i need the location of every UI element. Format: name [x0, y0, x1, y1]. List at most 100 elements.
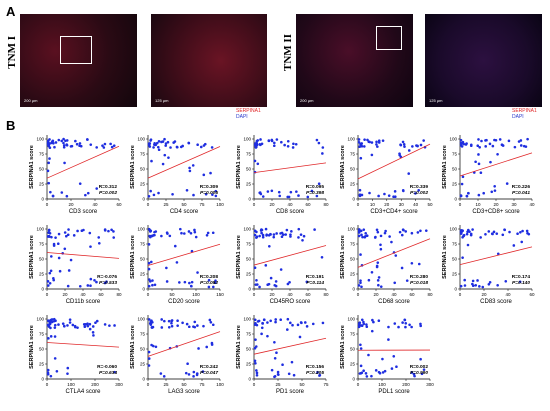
y-tick-label: 100: [137, 227, 145, 232]
data-point: [57, 256, 61, 260]
regression-line: [253, 162, 327, 174]
data-point: [311, 322, 315, 326]
data-point: [255, 371, 259, 375]
y-tick-label: 75: [452, 152, 458, 157]
data-point: [394, 195, 397, 199]
micrograph-tnm1-overview: 200 μm: [20, 14, 137, 107]
x-tick-label: 0: [253, 292, 256, 297]
data-point: [171, 192, 174, 196]
data-point: [375, 228, 379, 232]
data-point: [202, 324, 205, 328]
data-point: [160, 234, 163, 238]
x-tick-label: 40: [287, 292, 293, 297]
y-tick-label: 75: [246, 152, 252, 157]
data-point: [496, 152, 499, 156]
data-point: [414, 192, 417, 195]
data-point: [205, 345, 209, 349]
x-tick-label: 50: [181, 202, 187, 207]
x-tick-label: 30: [511, 202, 517, 207]
data-point: [163, 153, 167, 157]
x-tick-label: 20: [384, 202, 390, 207]
data-point: [375, 140, 378, 144]
data-point: [48, 231, 52, 235]
data-point: [362, 322, 366, 326]
data-point: [402, 143, 406, 146]
data-point: [463, 278, 466, 282]
data-point: [286, 328, 289, 331]
data-point: [183, 232, 186, 235]
data-point: [196, 271, 199, 274]
data-point: [320, 256, 324, 259]
y-tick-label: 75: [246, 242, 252, 247]
data-point: [363, 138, 366, 141]
y-tick-label: 0: [41, 377, 44, 382]
data-point: [196, 324, 199, 327]
data-point: [283, 143, 286, 147]
data-point: [504, 279, 508, 283]
data-point: [179, 145, 183, 149]
data-point: [267, 139, 271, 143]
data-point: [493, 138, 496, 142]
data-point: [147, 350, 151, 354]
data-point: [495, 232, 499, 235]
data-point: [471, 228, 474, 231]
data-point: [57, 138, 61, 142]
x-tick-label: 40: [529, 202, 535, 207]
data-point: [154, 230, 158, 233]
data-point: [191, 164, 195, 167]
data-point: [272, 144, 276, 148]
data-point: [280, 235, 284, 238]
data-point: [357, 229, 361, 232]
data-point: [255, 235, 259, 238]
data-point: [86, 324, 90, 328]
x-tick-label: 0: [459, 202, 462, 207]
data-point: [62, 145, 66, 149]
data-point: [86, 322, 89, 326]
data-point: [253, 318, 257, 322]
data-point: [65, 194, 69, 198]
data-point: [360, 233, 363, 237]
data-point: [359, 364, 363, 368]
data-point: [459, 141, 463, 145]
data-point: [168, 234, 172, 238]
data-point: [461, 175, 465, 179]
data-point: [167, 325, 171, 329]
y-tick-label: 50: [140, 347, 146, 352]
regression-line: [147, 331, 221, 357]
data-point: [491, 232, 494, 236]
y-tick-label: 25: [39, 362, 45, 367]
y-tick-label: 25: [452, 182, 458, 187]
data-point: [276, 370, 280, 374]
x-tick-label: 0: [46, 292, 49, 297]
data-point: [82, 323, 86, 326]
y-tick-label: 0: [352, 377, 355, 382]
data-point: [416, 231, 420, 234]
data-point: [273, 341, 276, 344]
data-point: [48, 281, 52, 285]
x-tick-label: 50: [181, 382, 187, 387]
data-point: [63, 161, 66, 165]
data-point: [410, 325, 413, 329]
data-point: [297, 194, 300, 197]
data-point: [92, 334, 95, 337]
data-point: [253, 233, 257, 237]
data-point: [519, 144, 523, 147]
data-point: [255, 279, 258, 282]
data-point: [153, 233, 156, 237]
data-point: [49, 269, 53, 273]
data-point: [52, 276, 55, 280]
data-point: [462, 142, 466, 146]
x-tick-label: 75: [199, 382, 205, 387]
data-point: [149, 138, 153, 141]
data-point: [374, 235, 377, 239]
data-point: [377, 139, 381, 143]
y-axis-label: SERPINA1 score: [340, 235, 346, 279]
data-point: [262, 318, 266, 322]
data-point: [112, 144, 116, 147]
data-point: [460, 145, 464, 148]
data-point: [84, 193, 87, 197]
x-tick-label: 40: [413, 202, 419, 207]
data-point: [256, 162, 260, 166]
data-point: [294, 142, 298, 146]
y-axis-label: SERPINA1 score: [130, 235, 136, 279]
